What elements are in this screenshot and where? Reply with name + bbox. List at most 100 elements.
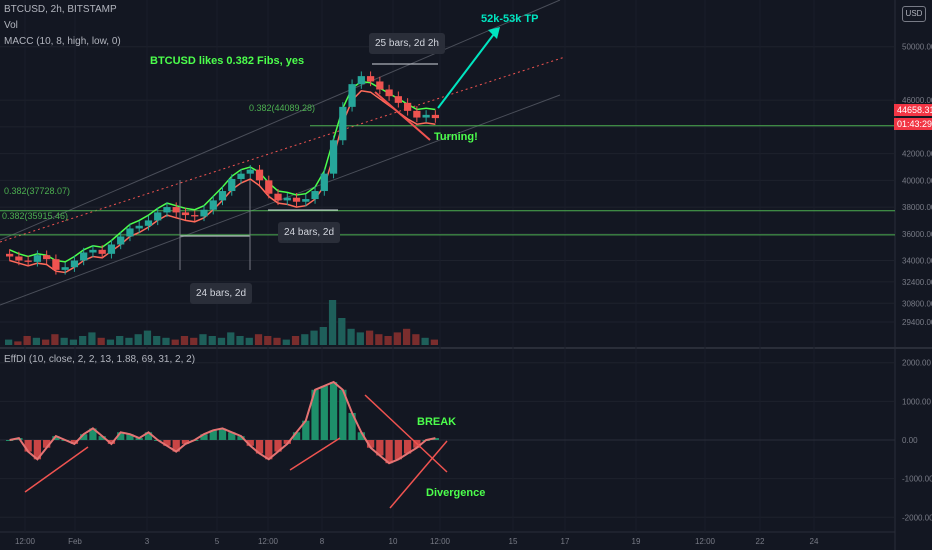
osc-bar bbox=[339, 389, 347, 440]
target-arrow-head bbox=[488, 27, 500, 39]
volume-bar bbox=[421, 337, 429, 345]
osc-bar bbox=[209, 430, 217, 440]
candle-body bbox=[366, 76, 375, 82]
volume-bar bbox=[338, 318, 346, 345]
osc-bar bbox=[320, 385, 328, 440]
osc-bar bbox=[218, 428, 227, 440]
osc-trendline-mid bbox=[289, 437, 341, 471]
trend-dotted-line bbox=[0, 56, 566, 243]
candle-body bbox=[339, 106, 347, 141]
candle-body bbox=[52, 259, 60, 270]
volume-bar bbox=[5, 339, 13, 345]
price-tick-label: 38000.00 bbox=[902, 203, 932, 212]
volume-bar bbox=[190, 337, 198, 345]
candle-body bbox=[302, 199, 310, 202]
candle-body bbox=[43, 255, 51, 260]
volume-legend: Vol bbox=[4, 20, 18, 31]
osc-bar bbox=[98, 436, 106, 440]
candle-body bbox=[191, 215, 199, 217]
time-tick-label: 22 bbox=[756, 537, 765, 546]
candle-body bbox=[376, 81, 384, 90]
candle-body bbox=[126, 228, 134, 237]
candle-body bbox=[154, 212, 162, 221]
macc-lower-line bbox=[9, 90, 436, 274]
volume-bar bbox=[106, 339, 115, 345]
time-tick-label: 12:00 bbox=[258, 537, 279, 546]
volume-bar bbox=[69, 339, 78, 345]
osc-bar bbox=[70, 440, 79, 444]
volume-bar bbox=[282, 339, 290, 345]
candle-body bbox=[80, 252, 88, 261]
candle-body bbox=[172, 207, 180, 213]
channel-upper-line bbox=[0, 0, 561, 241]
fib-title-annotation: BTCUSD likes 0.382 Fibs, yes bbox=[150, 55, 305, 67]
candle-body bbox=[357, 76, 365, 85]
volume-bar bbox=[412, 334, 420, 345]
volume-bar bbox=[375, 334, 383, 345]
time-tick-label: 24 bbox=[810, 537, 819, 546]
candle-body bbox=[218, 191, 227, 201]
candle-body bbox=[98, 249, 106, 254]
price-tick-label: 40000.00 bbox=[902, 176, 932, 185]
osc-bar bbox=[80, 434, 88, 440]
osc-trendline-left bbox=[24, 446, 89, 493]
candle-body bbox=[15, 256, 23, 261]
osc-bar bbox=[181, 440, 190, 444]
time-tick-label: 5 bbox=[215, 537, 220, 546]
volume-bar bbox=[88, 332, 96, 345]
divergence-annotation: Divergence bbox=[426, 487, 486, 499]
symbol-legend: BTCUSD, 2h, BITSTAMP bbox=[4, 4, 117, 15]
candle-body bbox=[385, 89, 393, 97]
osc-bar bbox=[33, 440, 42, 460]
target-arrow-line bbox=[437, 29, 498, 109]
volume-bar bbox=[245, 337, 253, 345]
turning-line bbox=[374, 91, 431, 141]
volume-bar bbox=[134, 334, 142, 345]
candle-body bbox=[117, 236, 125, 245]
volume-bar bbox=[328, 300, 337, 345]
osc-tick-label: 0.00 bbox=[902, 436, 918, 445]
volume-bar bbox=[180, 336, 189, 345]
candle-body bbox=[89, 249, 97, 253]
fib-top-label: 0.382(44089.28) bbox=[249, 103, 316, 113]
time-tick-label: Feb bbox=[68, 537, 82, 546]
osc-tick-label: -2000.00 bbox=[902, 513, 932, 522]
osc-bar bbox=[107, 440, 116, 444]
volume-bar bbox=[254, 334, 263, 345]
candle-body bbox=[348, 84, 356, 107]
osc-bar bbox=[357, 432, 365, 440]
bars-count-low: 24 bars, 2d bbox=[190, 283, 253, 304]
price-tick-label: 46000.00 bbox=[902, 96, 932, 105]
osc-bar bbox=[348, 412, 356, 440]
osc-bar bbox=[200, 434, 208, 440]
osc-bar bbox=[292, 432, 301, 440]
fib-low-label: 0.382(35915.46) bbox=[2, 211, 69, 221]
osc-bar bbox=[117, 432, 125, 440]
currency-badge[interactable]: USD bbox=[902, 6, 926, 22]
candle-body bbox=[413, 110, 421, 118]
candle-body bbox=[246, 169, 254, 174]
volume-bar bbox=[125, 337, 133, 345]
osc-bar bbox=[228, 432, 236, 440]
osc-bar bbox=[329, 382, 338, 440]
candle-body bbox=[431, 114, 439, 119]
osc-bar bbox=[265, 440, 273, 460]
time-tick-label: 17 bbox=[561, 537, 570, 546]
candle-body bbox=[70, 260, 79, 268]
time-tick-label: 12:00 bbox=[695, 537, 716, 546]
volume-bar bbox=[153, 336, 161, 345]
volume-bar bbox=[171, 339, 179, 345]
candle-body bbox=[33, 255, 42, 262]
volume-bar bbox=[365, 330, 374, 345]
candle-body bbox=[200, 209, 208, 217]
osc-trendline-divergence bbox=[389, 440, 448, 509]
target-annotation: 52k-53k TP bbox=[481, 13, 539, 25]
osc-bar bbox=[172, 440, 180, 452]
osc-tick-label: 1000.00 bbox=[902, 397, 931, 406]
osc-bar bbox=[255, 440, 264, 454]
price-tick-label: 32400.00 bbox=[902, 278, 932, 287]
volume-bar bbox=[116, 336, 124, 345]
candle-body bbox=[320, 173, 328, 192]
candle-body bbox=[107, 244, 116, 254]
